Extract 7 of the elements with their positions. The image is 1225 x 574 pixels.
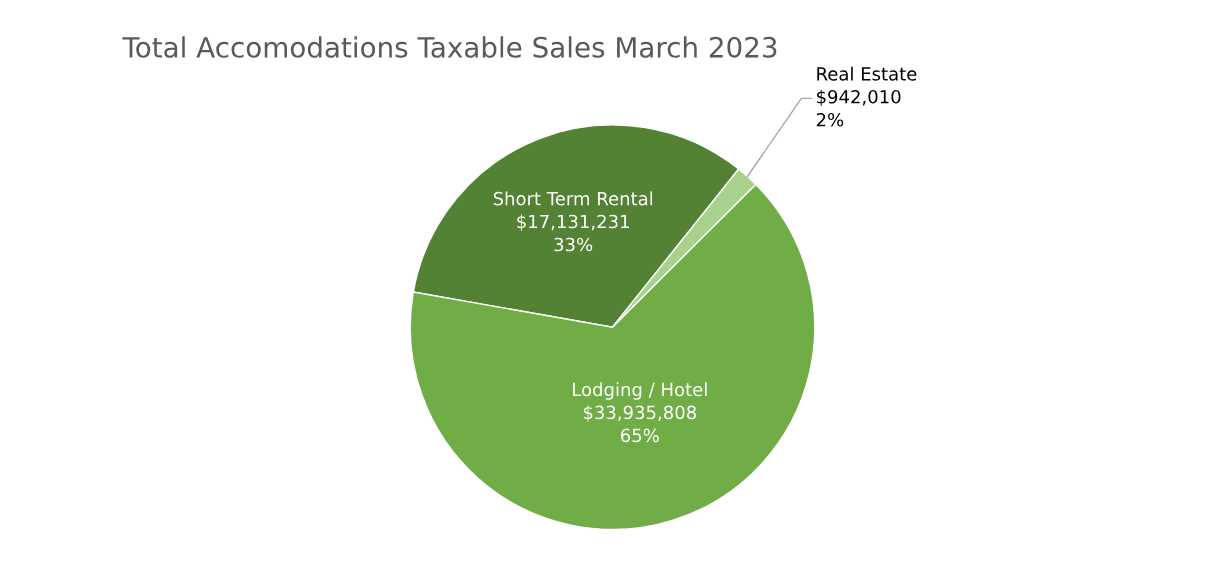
slice-label: Lodging / Hotel xyxy=(573,382,707,400)
slice-label: Short Term Rental xyxy=(493,191,653,206)
data-label: $17,131,231 33% xyxy=(517,214,629,252)
data-label: $942,010 2% xyxy=(816,89,901,127)
data-label: $33,935,808 65% xyxy=(583,405,696,443)
chart-title: Total Accomodations Taxable Sales March 2023 xyxy=(122,36,777,58)
slice-label: Real Estate xyxy=(817,66,917,81)
